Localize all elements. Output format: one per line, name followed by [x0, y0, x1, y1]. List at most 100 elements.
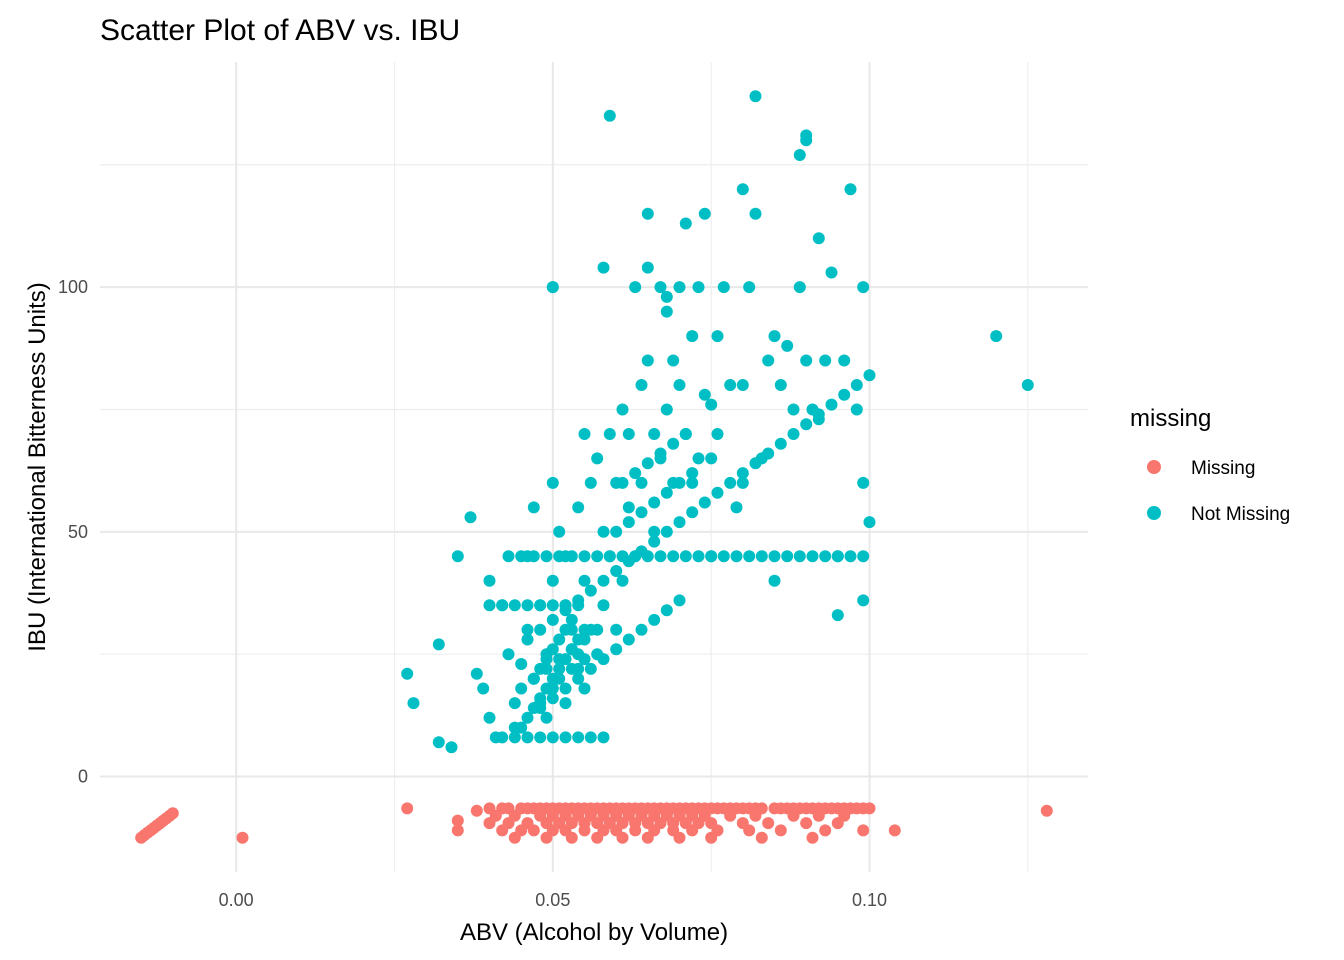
data-point: [724, 379, 737, 391]
data-point: [464, 511, 477, 524]
data-point: [857, 824, 870, 837]
data-point: [850, 403, 863, 416]
data-point: [793, 550, 806, 563]
data-point: [787, 809, 800, 822]
legend: missing Missing Not Missing: [1130, 405, 1290, 525]
data-point: [629, 550, 642, 563]
data-point: [578, 574, 591, 587]
data-point: [648, 428, 661, 440]
data-point: [553, 662, 566, 675]
data-point: [648, 613, 661, 626]
data-point: [812, 809, 825, 822]
legend-key-not-missing: [1147, 506, 1161, 520]
data-point: [546, 599, 559, 612]
data-point: [736, 183, 749, 196]
data-point: [673, 831, 686, 844]
data-point: [774, 437, 787, 450]
data-point: [603, 109, 616, 122]
data-point: [1040, 804, 1053, 817]
data-point: [540, 662, 553, 675]
data-point: [800, 418, 813, 431]
data-point: [857, 476, 870, 489]
chart-title: Scatter Plot of ABV vs. IBU: [100, 14, 460, 47]
data-point: [597, 653, 610, 666]
data-point: [629, 467, 642, 480]
data-point: [483, 599, 496, 612]
data-point: [584, 731, 597, 744]
data-point: [527, 550, 540, 563]
data-point: [540, 682, 553, 695]
data-point: [610, 623, 623, 636]
data-point: [686, 476, 699, 489]
data-point: [584, 662, 597, 675]
data-point: [166, 807, 179, 820]
data-point: [559, 682, 572, 695]
data-point: [819, 824, 832, 837]
data-point: [743, 281, 756, 294]
data-point: [768, 574, 781, 587]
data-point: [743, 550, 756, 563]
data-point: [521, 711, 534, 724]
data-point: [774, 824, 787, 837]
data-point: [553, 633, 566, 646]
data-point: [635, 476, 648, 489]
data-point: [578, 824, 591, 837]
data-point: [831, 609, 844, 622]
data-point: [546, 692, 559, 705]
data-point: [502, 648, 515, 661]
data-point: [597, 525, 610, 538]
data-point: [534, 599, 547, 612]
data-point: [654, 281, 667, 294]
grid: [100, 62, 1088, 872]
data-point: [660, 305, 673, 318]
data-point: [610, 525, 623, 538]
data-point: [711, 428, 724, 440]
data-point: [679, 217, 692, 230]
data-point: [521, 623, 534, 636]
data-point: [660, 486, 673, 499]
data-point: [610, 565, 623, 577]
data-point: [749, 457, 762, 470]
data-point: [800, 354, 813, 367]
data-point: [730, 501, 743, 514]
data-point: [831, 817, 844, 830]
data-point: [553, 525, 566, 538]
data-point: [540, 711, 553, 724]
data-point: [660, 403, 673, 416]
data-point: [774, 379, 787, 391]
data-point: [401, 802, 414, 815]
data-point: [546, 613, 559, 626]
data-point: [635, 379, 648, 391]
data-point: [686, 467, 699, 480]
data-point: [990, 330, 1003, 343]
data-point: [534, 702, 547, 714]
data-point: [673, 594, 686, 607]
data-point: [705, 550, 718, 563]
data-point: [787, 403, 800, 416]
data-point: [711, 486, 724, 499]
data-point: [451, 550, 464, 563]
data-point: [597, 261, 610, 274]
data-point: [705, 452, 718, 465]
data-point: [540, 550, 553, 563]
data-point: [540, 653, 553, 666]
data-point: [698, 496, 711, 509]
data-point: [572, 662, 585, 675]
data-point: [603, 428, 616, 440]
data-point: [559, 731, 572, 744]
data-point: [648, 525, 661, 538]
data-points: [135, 90, 1053, 844]
data-point: [812, 408, 825, 421]
data-point: [641, 207, 654, 220]
data-point: [686, 330, 699, 343]
data-point: [673, 281, 686, 294]
x-tick-label: 0.00: [219, 890, 254, 910]
data-point: [559, 599, 572, 612]
data-point: [724, 476, 737, 489]
data-point: [515, 682, 528, 695]
series-missing: [135, 802, 1053, 844]
data-point: [616, 831, 629, 844]
data-point: [565, 550, 578, 563]
data-point: [534, 731, 547, 744]
data-point: [648, 496, 661, 509]
